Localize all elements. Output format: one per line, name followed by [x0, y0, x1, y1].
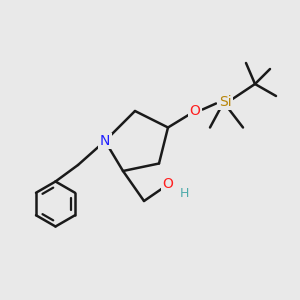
Text: H: H	[180, 187, 189, 200]
Text: Si: Si	[219, 95, 231, 109]
Text: O: O	[190, 104, 200, 118]
Text: O: O	[163, 178, 173, 191]
Text: N: N	[100, 134, 110, 148]
